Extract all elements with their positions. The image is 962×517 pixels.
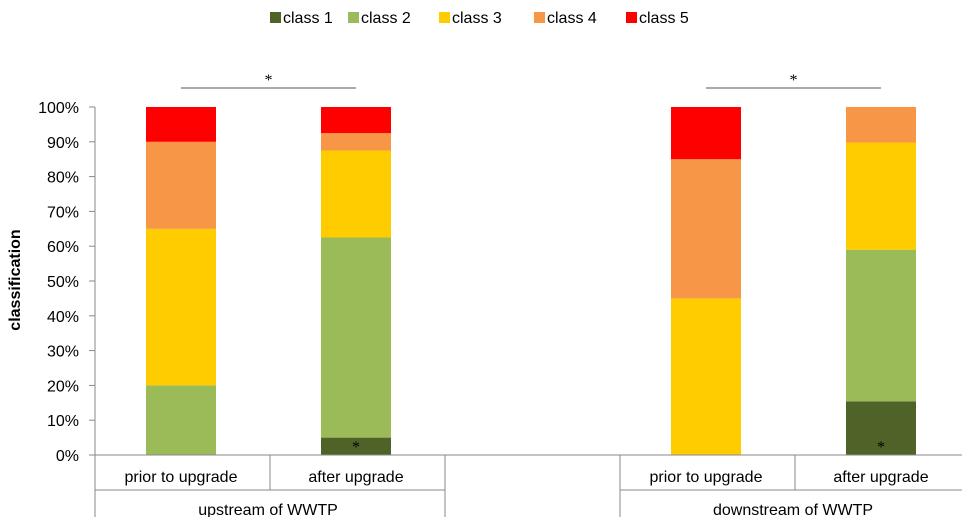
legend-label: class 3	[452, 10, 502, 27]
bar-segment	[146, 385, 216, 455]
legend: class 1 class 2 class 3 class 4 class 5	[270, 10, 689, 27]
bar-segment	[671, 298, 741, 455]
y-axis: 0% 10% 20% 30% 40% 50% 60% 70% 80% 90% 100%	[38, 100, 96, 517]
legend-swatch	[348, 12, 359, 23]
y-axis-label: classification	[7, 229, 24, 330]
x-group-label: downstream of WWTP	[713, 502, 873, 517]
x-tick-label: prior to upgrade	[650, 469, 763, 486]
bar-segment	[321, 133, 391, 151]
bar-segment	[146, 141, 216, 229]
bar-segment	[321, 150, 391, 238]
y-tick-label: 70%	[47, 204, 79, 221]
bar-segment	[846, 107, 916, 143]
legend-label: class 4	[547, 10, 597, 27]
legend-swatch	[270, 12, 281, 23]
x-tick-label: after upgrade	[308, 469, 403, 486]
bars	[146, 107, 916, 455]
legend-label: class 2	[361, 10, 411, 27]
bar-segment	[321, 437, 391, 455]
x-group-label: upstream of WWTP	[198, 502, 338, 517]
significance-star: *	[265, 72, 273, 89]
y-tick-label: 80%	[47, 170, 79, 187]
y-tick-label: 100%	[38, 100, 79, 117]
bar-segment	[146, 107, 216, 142]
significance-marks: * * * *	[181, 72, 885, 456]
legend-label: class 5	[639, 10, 689, 27]
bar-segment	[671, 107, 741, 160]
significance-star: *	[790, 72, 798, 89]
bar-segment	[846, 401, 916, 455]
y-tick-label: 90%	[47, 135, 79, 152]
x-axis: prior to upgrade after upgrade prior to up…	[94, 454, 962, 517]
x-tick-label: after upgrade	[833, 469, 928, 486]
significance-star: *	[352, 439, 360, 456]
legend-swatch	[534, 12, 545, 23]
y-tick-label: 60%	[47, 239, 79, 256]
legend-swatch	[626, 12, 637, 23]
y-tick-label: 20%	[47, 378, 79, 395]
y-tick-label: 30%	[47, 344, 79, 361]
bar-segment	[671, 159, 741, 299]
x-tick-label: prior to upgrade	[125, 469, 238, 486]
bar-segment	[846, 249, 916, 402]
y-tick-label: 40%	[47, 309, 79, 326]
bar-segment	[846, 142, 916, 250]
significance-star: *	[877, 439, 885, 456]
bar-segment	[321, 107, 391, 134]
y-tick-label: 50%	[47, 274, 79, 291]
legend-swatch	[439, 12, 450, 23]
y-tick-label: 10%	[47, 413, 79, 430]
bar-segment	[321, 237, 391, 438]
bar-segment	[146, 228, 216, 386]
y-tick-label: 0%	[56, 448, 79, 465]
legend-label: class 1	[283, 10, 333, 27]
